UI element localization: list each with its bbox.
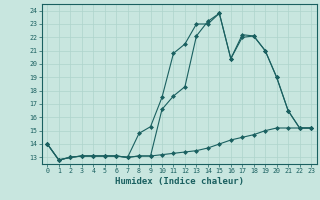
- X-axis label: Humidex (Indice chaleur): Humidex (Indice chaleur): [115, 177, 244, 186]
